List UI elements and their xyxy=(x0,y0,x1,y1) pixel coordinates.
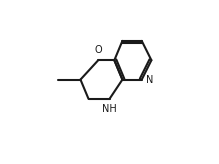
Text: O: O xyxy=(94,45,102,55)
Text: N: N xyxy=(146,75,154,85)
Text: NH: NH xyxy=(102,104,117,114)
